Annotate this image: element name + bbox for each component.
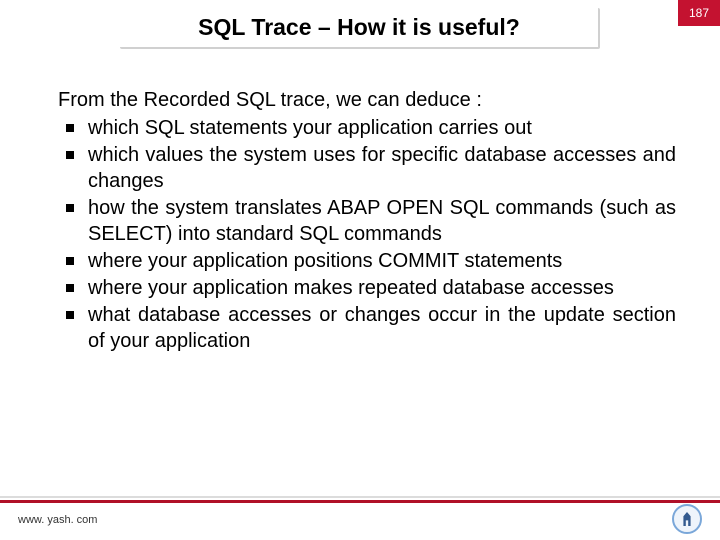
intro-text: From the Recorded SQL trace, we can dedu… (58, 88, 676, 113)
list-item: which SQL statements your application ca… (58, 115, 676, 141)
title-pill: SQL Trace – How it is useful? (120, 8, 600, 49)
body-content: From the Recorded SQL trace, we can dedu… (58, 88, 676, 355)
list-item: where your application makes repeated da… (58, 275, 676, 301)
bullet-square-icon (66, 311, 74, 319)
slide-title: SQL Trace – How it is useful? (198, 14, 520, 40)
bullet-text: what database accesses or changes occur … (88, 304, 676, 352)
footer-logo-icon (672, 504, 702, 534)
bullet-square-icon (66, 151, 74, 159)
list-item: what database accesses or changes occur … (58, 302, 676, 354)
bullet-text: which values the system uses for specifi… (88, 144, 676, 192)
title-container: SQL Trace – How it is useful? (30, 8, 690, 54)
slide: 187 SQL Trace – How it is useful? From t… (0, 0, 720, 540)
bullet-square-icon (66, 284, 74, 292)
list-item: which values the system uses for specifi… (58, 142, 676, 194)
bullet-square-icon (66, 257, 74, 265)
list-item: how the system translates ABAP OPEN SQL … (58, 195, 676, 247)
footer: www. yash. com (0, 496, 720, 540)
bullet-text: how the system translates ABAP OPEN SQL … (88, 197, 676, 245)
footer-divider-light (0, 496, 720, 498)
footer-url: www. yash. com (18, 514, 97, 526)
bullet-list: which SQL statements your application ca… (58, 115, 676, 354)
bullet-text: where your application positions COMMIT … (88, 250, 562, 272)
bullet-text: which SQL statements your application ca… (88, 117, 532, 139)
logo-building-icon (681, 512, 693, 526)
list-item: where your application positions COMMIT … (58, 248, 676, 274)
bullet-square-icon (66, 124, 74, 132)
footer-divider-accent (0, 500, 720, 503)
bullet-square-icon (66, 204, 74, 212)
bullet-text: where your application makes repeated da… (88, 277, 614, 299)
